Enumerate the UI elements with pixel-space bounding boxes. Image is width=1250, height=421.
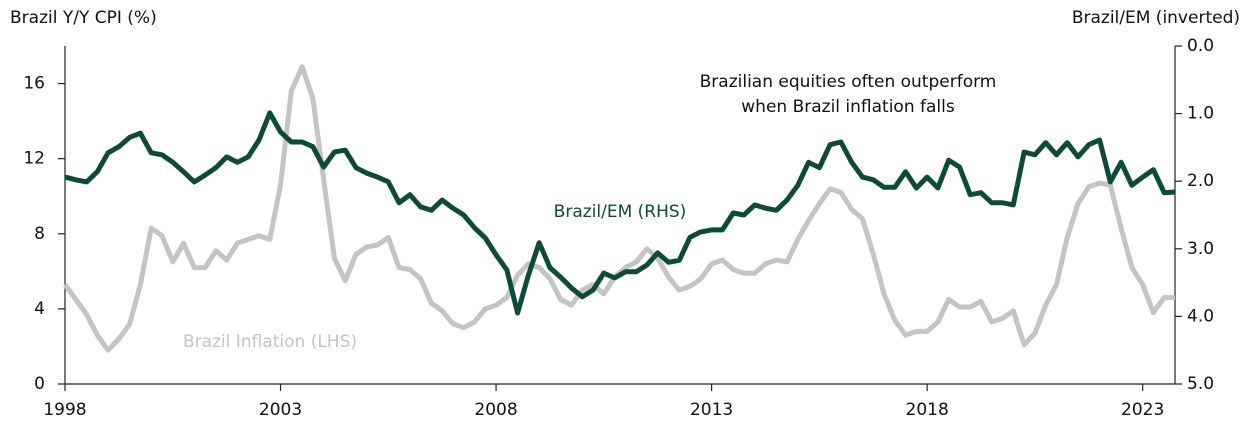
- series-label: Brazil/EM (RHS): [554, 202, 687, 222]
- x-tick-label: 2013: [690, 400, 733, 420]
- y-tick-label: 0: [34, 374, 45, 394]
- annotation: when Brazil inflation falls: [741, 97, 955, 117]
- series-line: [64, 110, 1176, 316]
- x-tick-label: 2023: [1121, 400, 1164, 420]
- y-tick-label: 16: [23, 74, 45, 94]
- y-axis-title: Brazil Y/Y CPI (%): [10, 8, 157, 28]
- y2-tick-label: 0.0: [1187, 36, 1214, 56]
- series-label: Brazil Inflation (LHS): [183, 332, 357, 352]
- y2-tick-label: 4.0: [1187, 306, 1214, 326]
- y-tick-label: 12: [23, 149, 45, 169]
- y2-tick-label: 3.0: [1187, 239, 1214, 259]
- y2-tick-label: 1.0: [1187, 104, 1214, 124]
- x-tick-label: 2008: [474, 400, 517, 420]
- y2-tick-label: 5.0: [1187, 374, 1214, 394]
- x-tick-label: 2018: [906, 400, 949, 420]
- y2-tick-label: 2.0: [1187, 171, 1214, 191]
- y-tick-label: 8: [34, 224, 45, 244]
- y-tick-label: 4: [34, 299, 45, 319]
- y2-axis-title: Brazil/EM (inverted): [1072, 8, 1240, 28]
- annotation: Brazilian equities often outperform: [700, 72, 997, 92]
- x-tick-label: 2003: [259, 400, 302, 420]
- x-tick-label: 1998: [43, 400, 86, 420]
